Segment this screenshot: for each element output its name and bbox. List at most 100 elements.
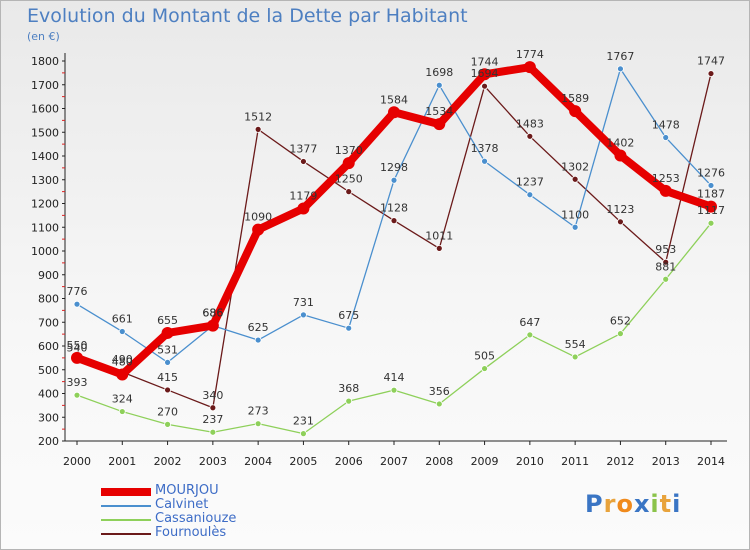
data-label: 550	[67, 339, 88, 352]
data-label: 1747	[697, 55, 725, 68]
data-point	[73, 391, 81, 399]
data-point	[571, 175, 579, 183]
data-point	[300, 158, 307, 165]
data-label: 1250	[335, 173, 363, 186]
x-tick-label: 2007	[380, 455, 408, 468]
y-tick-label: 400	[38, 388, 59, 401]
data-label: 1584	[380, 93, 408, 106]
data-point	[342, 157, 355, 170]
legend-label: Cassaniouze	[155, 511, 237, 526]
x-tick-label: 2009	[471, 455, 499, 468]
data-label: 1276	[697, 166, 725, 179]
data-point	[617, 218, 624, 226]
logo-letter: t	[659, 490, 673, 518]
data-point	[662, 275, 670, 283]
data-label: 273	[248, 405, 269, 418]
y-tick-label: 200	[38, 435, 59, 448]
data-label: 731	[293, 296, 314, 309]
chart-subtitle: (en €)	[27, 30, 60, 43]
y-tick-label: 1400	[31, 150, 59, 163]
data-point	[390, 386, 398, 394]
data-point	[71, 351, 83, 364]
series-cassaniouze	[73, 219, 715, 438]
series-line	[76, 72, 712, 409]
data-point	[705, 200, 717, 213]
legend-swatch	[101, 505, 151, 507]
data-point	[569, 105, 582, 118]
y-tick-label: 1700	[31, 79, 59, 92]
series-mourjou	[71, 61, 717, 381]
data-point	[209, 404, 217, 412]
x-tick-label: 2006	[335, 455, 363, 468]
data-point	[435, 244, 443, 252]
x-tick-label: 2001	[108, 455, 136, 468]
data-point	[161, 326, 174, 339]
data-point	[252, 223, 265, 236]
data-point	[297, 202, 310, 215]
data-point	[118, 408, 126, 415]
data-point	[433, 118, 446, 131]
data-point	[345, 397, 353, 405]
data-point	[254, 336, 262, 344]
data-point	[300, 430, 307, 438]
data-point	[118, 328, 126, 335]
data-label: 1402	[606, 137, 634, 150]
x-tick-label: 2005	[289, 455, 317, 468]
data-point	[617, 65, 624, 73]
data-point	[345, 188, 353, 196]
data-point	[481, 157, 488, 165]
legend-label: Calvinet	[155, 497, 209, 512]
data-point	[435, 400, 443, 408]
logo-letter: P	[585, 490, 604, 518]
x-tick-label: 2014	[697, 455, 725, 468]
data-point	[523, 61, 536, 74]
y-tick-label: 1600	[31, 103, 59, 116]
data-point	[571, 223, 579, 231]
data-point	[435, 81, 443, 89]
data-label: 686	[202, 307, 223, 320]
logo-letter: x	[633, 490, 651, 518]
data-point	[390, 176, 398, 184]
y-tick-label: 1300	[31, 174, 59, 187]
data-label: 1298	[380, 161, 408, 174]
data-label: 1011	[425, 229, 453, 242]
data-label: 324	[112, 393, 133, 406]
data-label: 237	[202, 413, 223, 426]
data-point	[662, 258, 670, 266]
chart-title: Evolution du Montant de la Dette par Hab…	[27, 5, 468, 27]
data-point	[254, 125, 262, 133]
legend-swatch	[101, 519, 151, 521]
x-tick-label: 2011	[561, 455, 589, 468]
data-label: 1179	[289, 189, 317, 202]
data-point	[526, 191, 534, 199]
y-tick-label: 300	[38, 411, 59, 424]
data-label: 1128	[380, 202, 408, 215]
data-label: 776	[67, 285, 88, 298]
data-point	[164, 420, 171, 428]
data-point	[300, 311, 307, 319]
y-tick-label: 1000	[31, 245, 59, 258]
data-label: 1512	[244, 110, 272, 123]
data-point	[526, 331, 534, 339]
proxiti-logo: Proxiti	[585, 490, 681, 518]
data-point	[164, 386, 171, 394]
data-label: 1478	[652, 118, 680, 131]
data-label: 647	[519, 316, 540, 329]
logo-letter: o	[616, 490, 634, 518]
data-label: 1774	[516, 48, 544, 61]
series-layer	[71, 61, 717, 438]
data-label: 415	[157, 371, 178, 384]
logo-letter: i	[672, 490, 682, 518]
y-tick-label: 1100	[31, 221, 59, 234]
data-point	[209, 428, 217, 436]
chart-axes: 200 300 400 500 600 700 800 900 1000 1100 1200 1300…	[31, 53, 727, 468]
legend-swatch	[101, 533, 151, 535]
data-label: 881	[655, 260, 676, 273]
x-tick-label: 2000	[63, 455, 91, 468]
data-label: 368	[338, 382, 359, 395]
x-tick-label: 2004	[244, 455, 272, 468]
data-label: 1378	[471, 142, 499, 155]
data-label: 540	[67, 341, 88, 354]
data-label: 661	[112, 313, 133, 326]
